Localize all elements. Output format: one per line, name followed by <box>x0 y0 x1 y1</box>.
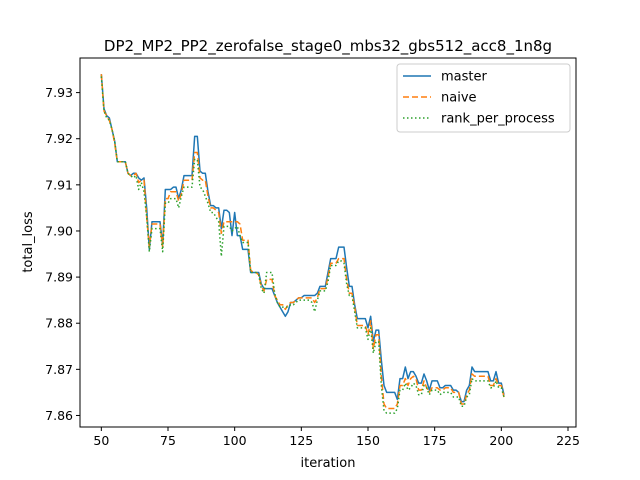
x-axis-ticks: 50 75 100 125 150 175 200 225 <box>93 427 580 448</box>
x-tick-label: 125 <box>289 433 313 448</box>
y-tick-label: 7.92 <box>45 131 73 146</box>
series-line-master <box>100 74 505 403</box>
y-tick-label: 7.87 <box>45 362 73 377</box>
x-tick-label: 150 <box>356 433 380 448</box>
x-tick-label: 75 <box>160 433 176 448</box>
x-tick-label: 200 <box>489 433 513 448</box>
y-axis-ticks: 7.86 7.87 7.88 7.89 7.90 7.91 7.92 7.93 <box>45 85 80 423</box>
x-axis-label: iteration <box>301 456 356 471</box>
series-line-naive <box>100 74 505 410</box>
y-axis-label: total_loss <box>21 211 36 273</box>
legend: master naive rank_per_process <box>396 63 571 133</box>
x-tick-label: 225 <box>556 433 580 448</box>
series-line-rank-per-process <box>100 76 505 414</box>
y-tick-label: 7.90 <box>45 223 73 238</box>
plot-frame <box>79 57 577 428</box>
legend-label: rank_per_process <box>441 112 555 127</box>
chart-title: DP2_MP2_PP2_zerofalse_stage0_mbs32_gbs51… <box>104 37 552 56</box>
legend-label: naive <box>441 91 477 106</box>
x-tick-label: 50 <box>93 433 109 448</box>
legend-label: master <box>441 70 487 85</box>
y-tick-label: 7.88 <box>45 316 73 331</box>
y-tick-label: 7.91 <box>45 177 73 192</box>
y-tick-label: 7.86 <box>45 408 73 423</box>
legend-box <box>396 63 571 133</box>
x-tick-label: 100 <box>223 433 247 448</box>
y-tick-label: 7.93 <box>45 85 73 100</box>
plot-lines <box>100 74 505 414</box>
y-tick-label: 7.89 <box>45 270 73 285</box>
x-tick-label: 175 <box>423 433 447 448</box>
